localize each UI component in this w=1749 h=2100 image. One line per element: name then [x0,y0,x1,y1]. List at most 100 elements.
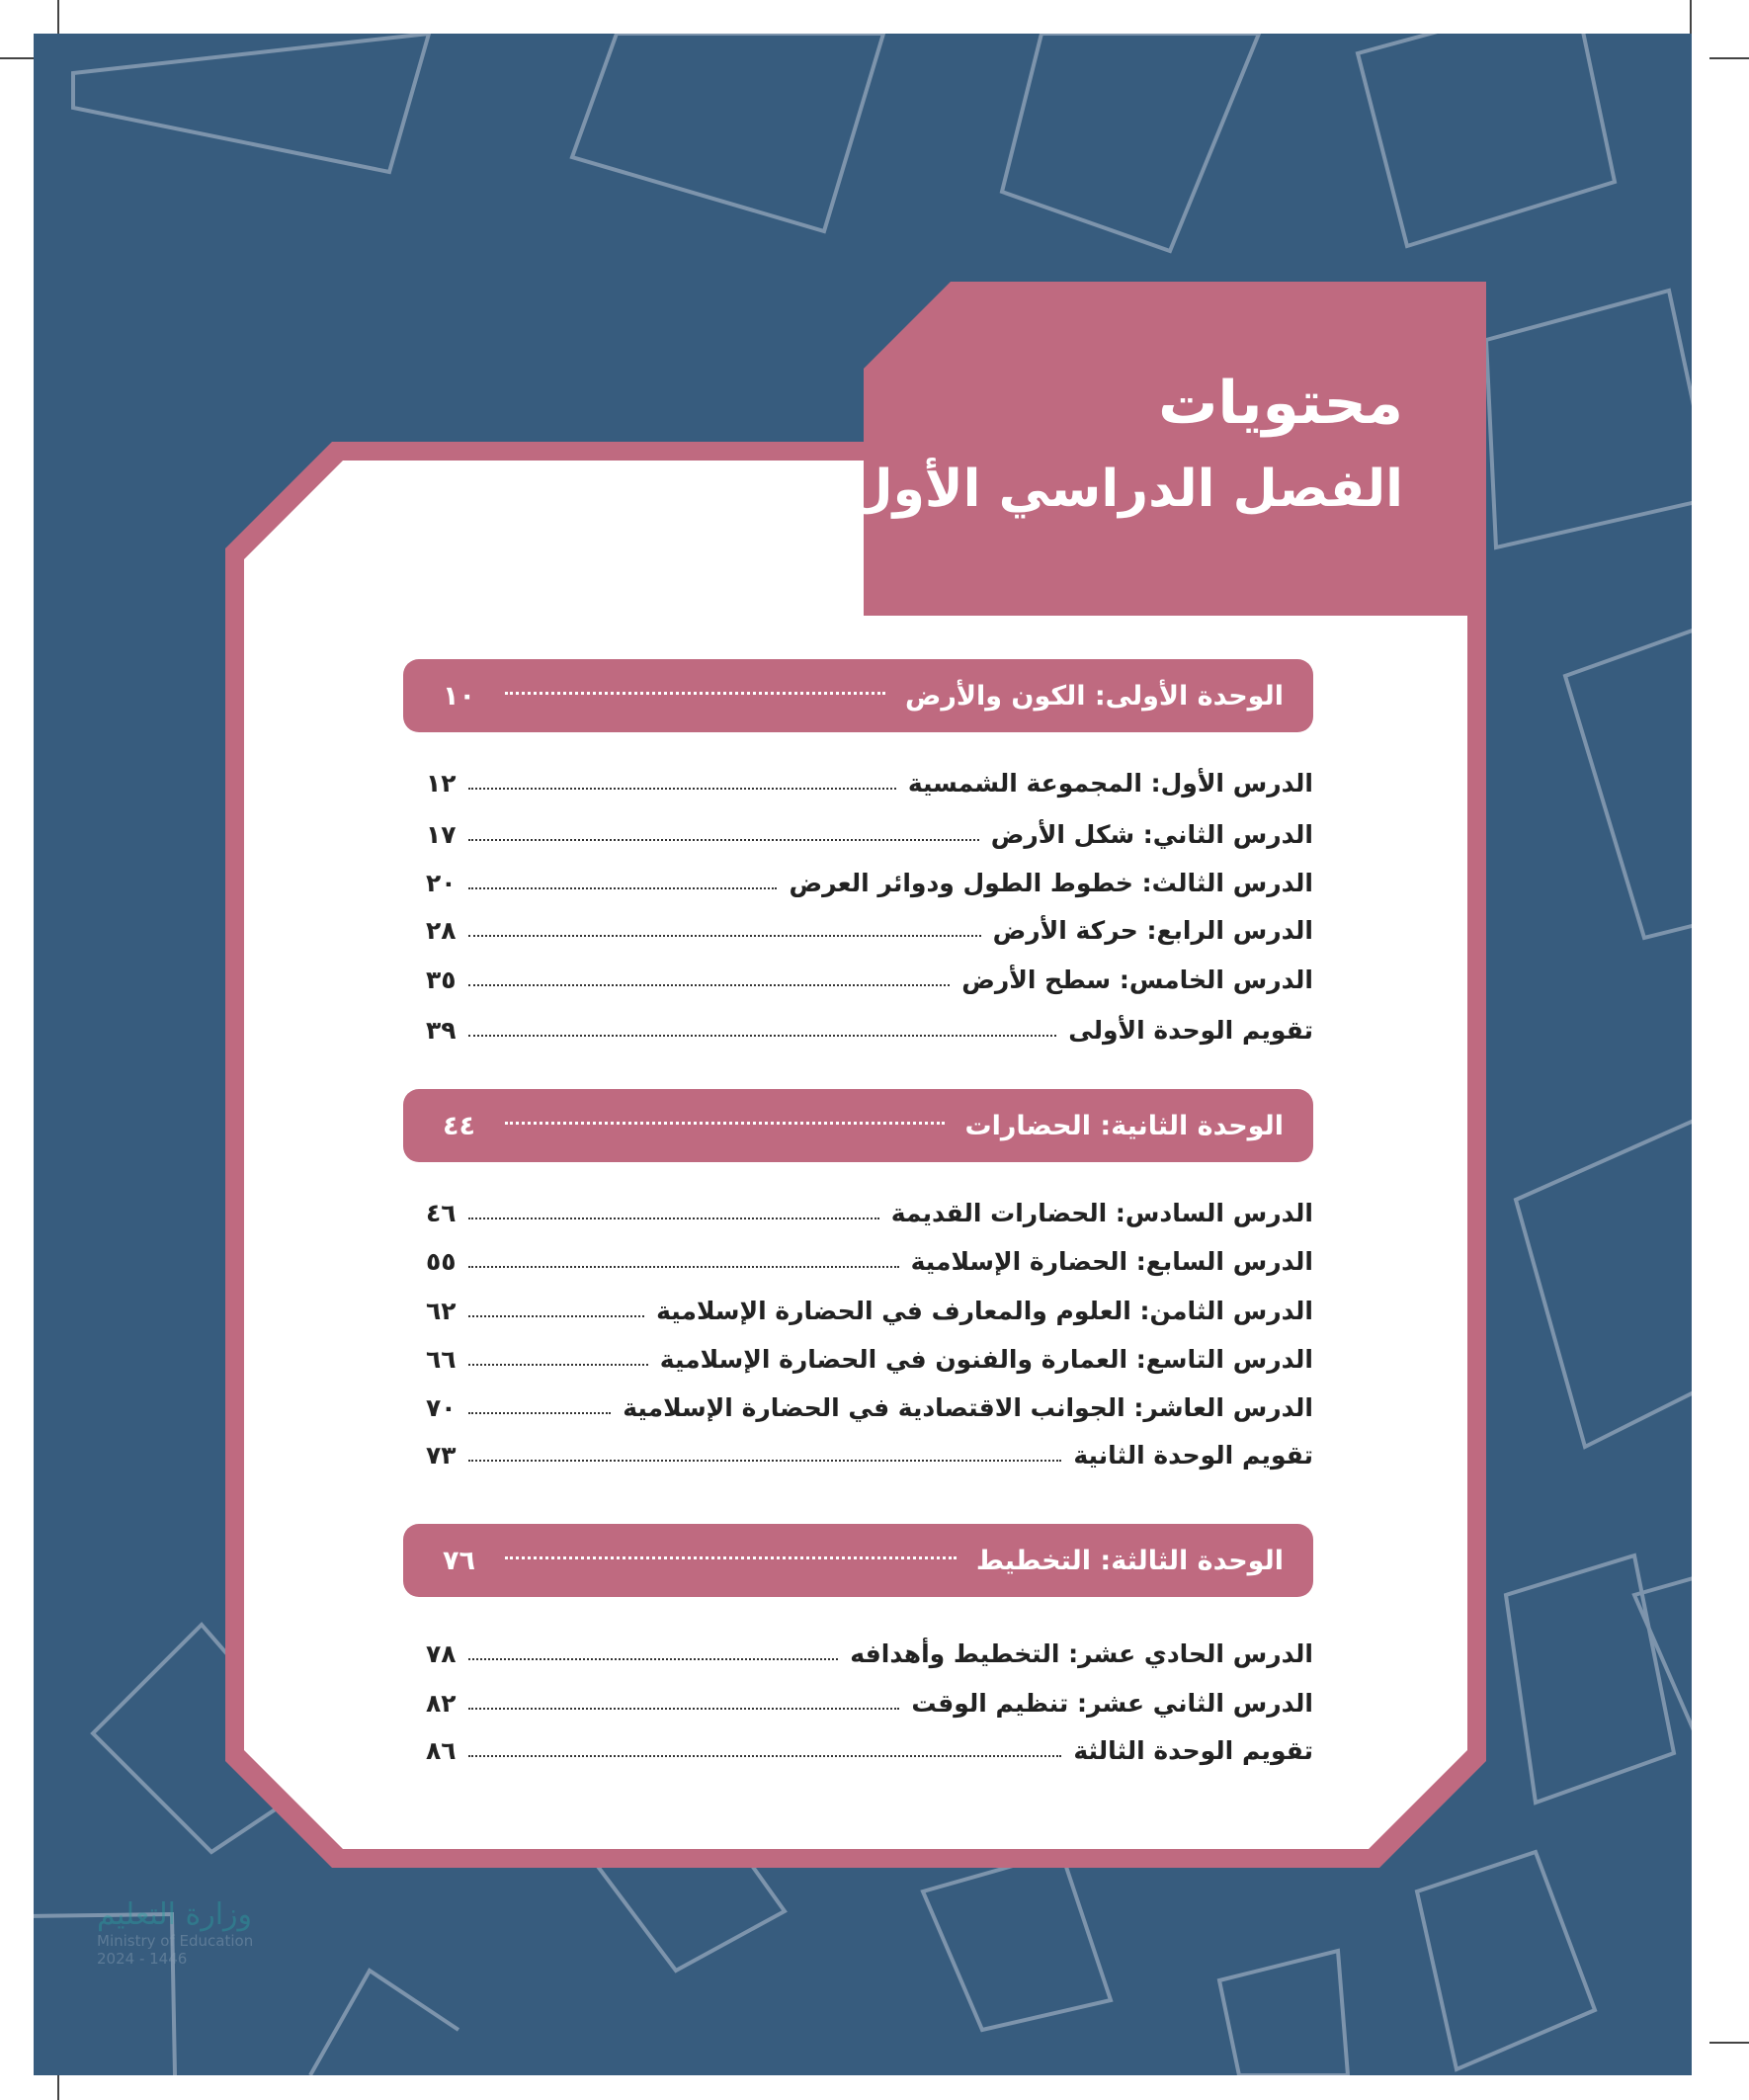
lesson-title: تقويم الوحدة الثانية [1073,1441,1313,1470]
lesson-title: تقويم الوحدة الأولى [1068,1016,1313,1045]
unit-header[interactable]: الوحدة الثالثة: التخطيط ٧٦ [403,1524,1313,1597]
toc-entry[interactable]: الدرس السابع: الحضارة الإسلامية ٥٥ [426,1236,1313,1276]
lesson-title: الدرس الثالث: خطوط الطول ودوائر العرض [789,869,1313,897]
lesson-page-number: ١٢ [426,769,457,798]
lesson-title: الدرس الخامس: سطح الأرض [961,966,1313,994]
toc-entry[interactable]: الدرس العاشر: الجوانب الاقتصادية في الحض… [426,1383,1313,1422]
toc-entry[interactable]: الدرس الثامن: العلوم والمعارف في الحضارة… [426,1286,1313,1325]
dot-leader [467,1460,1062,1462]
decor-square [920,1849,1114,2033]
dot-leader [467,1658,839,1660]
watermark-english: Ministry of Education [97,1932,254,1950]
crop-mark [57,0,59,40]
decor-square [1355,34,1618,249]
watermark-arabic: وزارة التعليم [97,1897,253,1932]
decor-line [34,1911,177,2075]
lesson-title: الدرس الرابع: حركة الأرض [992,916,1313,945]
lesson-title: الدرس العاشر: الجوانب الاقتصادية في الحض… [623,1393,1313,1422]
decor-square [1414,1849,1598,2072]
unit-header[interactable]: الوحدة الثانية: الحضارات ٤٤ [403,1089,1313,1162]
lesson-page-number: ٨٢ [426,1689,457,1718]
crop-mark [0,57,40,59]
page-title: محتويات [1158,369,1403,438]
dot-leader [467,1218,879,1219]
unit-title: الوحدة الأولى: الكون والأرض [905,680,1284,712]
decor-square [569,34,886,234]
dot-leader [467,1266,899,1268]
decor-square [1631,1576,1692,1731]
decor-square [1513,1119,1692,1450]
lesson-title: الدرس السادس: الحضارات القديمة [890,1199,1313,1227]
lesson-page-number: ٧٨ [426,1639,457,1668]
dot-leader [504,1121,946,1125]
unit-title: الوحدة الثانية: الحضارات [964,1110,1284,1141]
toc-entry[interactable]: الدرس الثاني: شكل الأرض ١٧ [426,809,1313,849]
dot-leader [467,935,981,937]
decor-square [71,34,432,175]
lesson-page-number: ٥٥ [426,1247,457,1276]
dot-leader [467,1364,648,1366]
dot-leader [467,1708,900,1710]
crop-mark [57,2060,59,2100]
ministry-watermark: وزارة التعليم Ministry of Education 2024… [97,1897,324,1968]
dot-leader [467,788,896,790]
title-banner: محتويات الفصل الدراسي الأول [864,282,1486,616]
toc-entry[interactable]: الدرس الحادي عشر: التخطيط وأهدافه ٧٨ [426,1629,1313,1668]
dot-leader [504,1555,957,1559]
toc-entry[interactable]: الدرس السادس: الحضارات القديمة ٤٦ [426,1188,1313,1227]
toc-entry[interactable]: الدرس الثالث: خطوط الطول ودوائر العرض ٢٠ [426,858,1313,897]
dot-leader [467,1035,1057,1037]
dot-leader [467,1755,1062,1757]
dot-leader [467,1315,645,1317]
unit-title: الوحدة الثالثة: التخطيط [975,1545,1284,1576]
toc-entry[interactable]: الدرس الرابع: حركة الأرض ٢٨ [426,905,1313,945]
dot-leader [467,839,979,841]
lesson-page-number: ١٧ [426,820,457,849]
toc-entry[interactable]: الدرس الأول: المجموعة الشمسية ١٢ [426,758,1313,798]
lesson-page-number: ٣٩ [426,1016,457,1045]
crop-mark [1709,57,1749,59]
lesson-page-number: ٣٥ [426,966,457,994]
unit-header[interactable]: الوحدة الأولى: الكون والأرض ١٠ [403,659,1313,732]
toc-entry[interactable]: الدرس الثاني عشر: تنظيم الوقت ٨٢ [426,1678,1313,1718]
lesson-title: الدرس الثاني: شكل الأرض [990,820,1313,849]
lesson-page-number: ٨٦ [426,1736,457,1765]
decor-square [1503,1553,1677,1806]
lesson-title: الدرس الحادي عشر: التخطيط وأهدافه [850,1639,1313,1668]
lesson-title: الدرس الثامن: العلوم والمعارف في الحضارة… [656,1297,1313,1325]
dot-leader [467,887,778,889]
lesson-page-number: ٧٠ [426,1393,457,1422]
toc-entry[interactable]: تقويم الوحدة الثالثة ٨٦ [426,1725,1313,1765]
toc-entry[interactable]: الدرس التاسع: العمارة والفنون في الحضارة… [426,1334,1313,1374]
lesson-title: الدرس الثاني عشر: تنظيم الوقت [911,1689,1313,1718]
lesson-page-number: ٢٨ [426,916,457,945]
lesson-page-number: ٢٠ [426,869,457,897]
toc-entry[interactable]: الدرس الخامس: سطح الأرض ٣٥ [426,955,1313,994]
lesson-page-number: ٧٣ [426,1441,457,1470]
decor-square [1216,1948,1351,2075]
lesson-page-number: ٤٦ [426,1199,457,1227]
toc-entry[interactable]: تقويم الوحدة الأولى ٣٩ [426,1005,1313,1045]
watermark-year: 2024 - 1446 [97,1950,188,1968]
semester-subtitle: الفصل الدراسي الأول [848,460,1403,519]
lesson-title: الدرس التاسع: العمارة والفنون في الحضارة… [659,1345,1313,1374]
lesson-page-number: ٦٢ [426,1297,457,1325]
crop-mark [1690,0,1692,40]
unit-page-number: ٧٦ [443,1545,475,1576]
crop-mark [1709,2042,1749,2044]
decor-line [308,1968,460,2075]
lesson-title: الدرس الأول: المجموعة الشمسية [907,769,1313,798]
decor-square [1483,288,1692,550]
decor-square [999,34,1262,254]
decor-square [1562,629,1692,941]
unit-page-number: ٤٤ [443,1110,475,1141]
lesson-title: الدرس السابع: الحضارة الإسلامية [910,1247,1313,1276]
unit-page-number: ١٠ [443,680,475,712]
lesson-page-number: ٦٦ [426,1345,457,1374]
dot-leader [467,984,951,986]
dot-leader [504,691,886,695]
dot-leader [467,1412,612,1414]
background-squares [34,34,1692,2075]
toc-entry[interactable]: تقويم الوحدة الثانية ٧٣ [426,1430,1313,1470]
lesson-title: تقويم الوحدة الثالثة [1073,1736,1313,1765]
